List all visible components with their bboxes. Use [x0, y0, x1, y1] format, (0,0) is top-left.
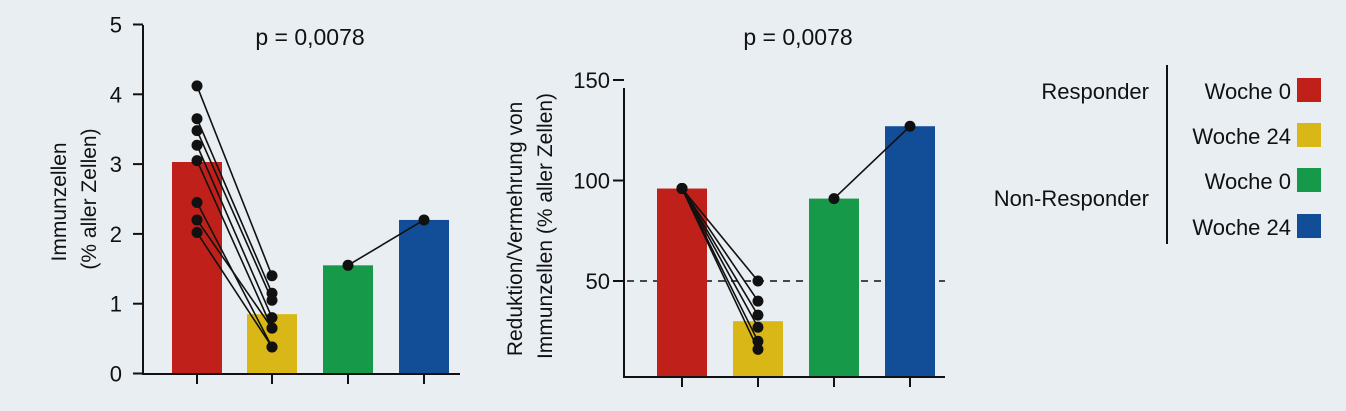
legend-group-nonresponder: Non-Responder — [994, 186, 1149, 211]
chart1-pair-line-0-6 — [196, 219, 273, 329]
legend-group-responder: Responder — [1041, 79, 1149, 104]
chart2-point-start-0-5 — [676, 183, 688, 195]
chart2-pair-line-1-0 — [833, 125, 911, 200]
chart2-point-end-0-3 — [752, 321, 764, 333]
chart1-pair-line-0-4 — [196, 160, 273, 329]
chart2-ytick-label-2: 150 — [573, 68, 610, 93]
chart1-bar-1 — [172, 162, 222, 374]
legend-swatch-responder-week24 — [1297, 123, 1321, 147]
chart1-point-start-0-7 — [191, 227, 203, 239]
chart1-point-end-0-7 — [266, 341, 278, 353]
chart1-ytick-label-1: 1 — [110, 292, 122, 317]
legend-label-nonresponder-week24: Woche 24 — [1192, 215, 1291, 240]
chart1-pair-line-0-7 — [196, 232, 273, 348]
chart1-point-end-1-0 — [418, 214, 430, 226]
chart1-ytick-label-0: 0 — [110, 362, 122, 387]
chart2-ylabel: Reduktion/Vermehrung von Immunzellen (% … — [504, 93, 557, 359]
chart2-bar-3 — [809, 198, 859, 377]
chart1-point-start-0-3 — [191, 139, 203, 151]
chart-immunzellen: p = 0,0078 Immunzellen (% aller Zellen) … — [48, 13, 460, 387]
chart2-pair-line-0-2 — [681, 188, 759, 316]
chart1-point-end-0-2 — [266, 294, 278, 306]
chart1-ylabel-line1: Immunzellen — [48, 142, 71, 261]
chart2-point-end-0-4 — [752, 335, 764, 347]
legend-label-nonresponder-week0: Woche 0 — [1205, 169, 1291, 194]
chart2-point-end-0-0 — [752, 275, 764, 287]
chart1-pair-line-0-1 — [196, 118, 273, 294]
chart1-pair-line-0-0 — [196, 85, 273, 277]
chart1-pair-line-0-2 — [196, 130, 273, 301]
chart1-point-start-1-0 — [342, 259, 354, 271]
chart2-point-end-1-0 — [904, 120, 916, 132]
chart2-ylabel-line2: Immunzellen (% aller Zellen) — [534, 93, 557, 359]
chart1-point-start-0-1 — [191, 113, 203, 125]
chart2-pair-line-0-5 — [681, 188, 759, 350]
chart1-point-start-0-0 — [191, 80, 203, 92]
chart2-pair-line-0-3 — [681, 188, 759, 328]
chart2-point-start-1-0 — [828, 193, 840, 205]
chart1-point-end-0-6 — [266, 322, 278, 334]
chart1-ylabel: Immunzellen (% aller Zellen) — [48, 128, 101, 269]
chart2-ylabel-line1: Reduktion/Vermehrung von — [504, 102, 527, 357]
chart1-point-end-0-3 — [266, 312, 278, 324]
chart2-title: p = 0,0078 — [743, 24, 852, 50]
chart2-bar-4 — [885, 126, 935, 377]
legend-swatch-responder-week0 — [1297, 78, 1321, 102]
chart1-pair-line-1-0 — [347, 219, 425, 266]
chart2-ytick-label-0: 50 — [586, 269, 610, 294]
chart1-point-end-0-0 — [266, 270, 278, 282]
chart2-pair-line-0-0 — [681, 188, 759, 282]
legend: Responder Non-Responder Woche 0 Woche 24… — [994, 65, 1321, 244]
legend-swatch-nonresponder-week24 — [1297, 214, 1321, 238]
legend-swatch-nonresponder-week0 — [1297, 168, 1321, 192]
chart2-ytick-label-1: 100 — [573, 169, 610, 194]
chart1-ylabel-line2: (% aller Zellen) — [78, 128, 101, 269]
chart2-pair-line-0-1 — [681, 188, 759, 302]
chart1-ytick-label-4: 4 — [110, 82, 122, 107]
chart1-point-start-0-4 — [191, 155, 203, 167]
legend-label-responder-week24: Woche 24 — [1192, 124, 1291, 149]
chart-reduktion: p = 0,0078 Reduktion/Vermehrung von Immu… — [504, 24, 945, 387]
chart1-ytick-label-3: 3 — [110, 152, 122, 177]
chart1-title: p = 0,0078 — [255, 24, 364, 50]
chart1-bar-3 — [323, 265, 373, 374]
chart2-point-end-0-1 — [752, 295, 764, 307]
chart1-point-start-0-5 — [191, 196, 203, 208]
chart2-point-end-0-2 — [752, 309, 764, 321]
chart1-point-start-0-6 — [191, 214, 203, 226]
chart1-ytick-label-5: 5 — [110, 13, 122, 38]
chart1-bar-4 — [399, 219, 449, 374]
legend-label-responder-week0: Woche 0 — [1205, 79, 1291, 104]
chart1-point-start-0-2 — [191, 125, 203, 137]
chart1-pair-line-0-3 — [196, 144, 273, 318]
chart2-point-end-0-5 — [752, 343, 764, 355]
chart1-ytick-label-2: 2 — [110, 222, 122, 247]
